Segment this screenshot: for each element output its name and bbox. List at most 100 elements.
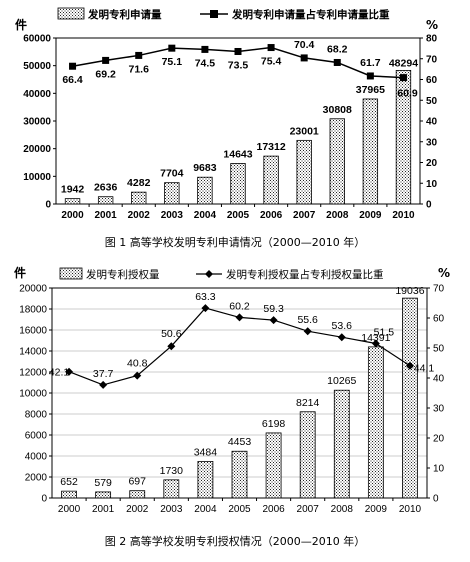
y-right-tick-label: 10 xyxy=(433,464,445,475)
line-value-label: 61.7 xyxy=(360,57,381,69)
chart-application: 发明专利申请量 发明专利申请量占专利申请量比重 件 % 010000200003… xyxy=(15,7,438,249)
x-tick-label: 2000 xyxy=(58,504,81,515)
right-axis-unit: % xyxy=(426,18,438,32)
bar-value-label: 1730 xyxy=(160,465,184,477)
bar xyxy=(95,491,112,499)
bar xyxy=(367,346,384,499)
left-axis-unit: 件 xyxy=(14,265,26,280)
bar xyxy=(265,432,282,499)
y-left-tick-label: 40000 xyxy=(23,89,51,100)
x-tick-label: 2004 xyxy=(194,504,217,515)
legend: 发明专利申请量 发明专利申请量占专利申请量比重 xyxy=(57,7,390,21)
line-value-label: 74.5 xyxy=(195,57,216,69)
bar xyxy=(129,490,146,499)
line-point xyxy=(267,44,275,52)
x-tick-label: 2002 xyxy=(128,210,151,221)
bar xyxy=(97,196,114,205)
line-value-label: 50.6 xyxy=(161,328,182,340)
line-point xyxy=(366,72,374,80)
y-right-tick-label: 70 xyxy=(433,284,445,295)
bar xyxy=(131,191,147,205)
line-point xyxy=(102,56,110,64)
bar-value-label: 579 xyxy=(94,477,112,489)
line-point xyxy=(133,371,142,380)
legend-line-marker xyxy=(210,10,218,18)
bar-value-label: 8214 xyxy=(296,397,320,409)
line-point xyxy=(235,313,244,322)
line-point xyxy=(234,47,242,55)
bar xyxy=(64,198,81,205)
bar-value-label: 4453 xyxy=(228,436,252,448)
bar-value-label: 7704 xyxy=(160,168,184,180)
line-point xyxy=(135,51,143,59)
line-value-label: 51.5 xyxy=(374,327,395,339)
bar-value-label: 652 xyxy=(60,476,78,488)
x-tick-label: 2001 xyxy=(95,210,118,221)
bar xyxy=(395,69,412,205)
line-value-label: 60.9 xyxy=(397,88,418,100)
bar-value-label: 1942 xyxy=(61,184,85,196)
legend-bar-swatch xyxy=(59,267,83,280)
y-right-tick-label: 80 xyxy=(426,34,438,45)
bar xyxy=(329,118,345,205)
line-value-label: 37.7 xyxy=(93,368,114,380)
bar-value-label: 14391 xyxy=(361,332,390,344)
x-tick-label: 2003 xyxy=(160,504,183,515)
line-value-label: 75.1 xyxy=(162,56,183,68)
bar xyxy=(299,411,316,499)
bar-value-label: 6198 xyxy=(262,418,286,430)
y-right-tick-label: 50 xyxy=(426,96,438,107)
x-tick-label: 2002 xyxy=(126,504,149,515)
x-tick-label: 2009 xyxy=(365,504,388,515)
line-value-label: 63.3 xyxy=(195,291,216,303)
line-value-label: 55.6 xyxy=(297,314,318,326)
y-right-tick-label: 10 xyxy=(426,179,438,190)
x-tick-label: 2010 xyxy=(392,210,415,221)
y-left-tick-label: 18000 xyxy=(19,305,47,316)
line-value-label: 71.6 xyxy=(129,63,150,75)
y-right-tick-label: 0 xyxy=(426,200,432,211)
x-tick-label: 2004 xyxy=(194,210,217,221)
bar-value-label: 10265 xyxy=(327,375,356,387)
bar-value-label: 2636 xyxy=(94,182,118,194)
bar xyxy=(164,182,180,205)
y-left-tick-label: 10000 xyxy=(19,389,47,400)
y-left-tick-label: 8000 xyxy=(25,410,48,421)
y-left-tick-label: 50000 xyxy=(23,61,51,72)
y-left-tick-label: 60000 xyxy=(23,34,51,45)
left-axis-unit: 件 xyxy=(15,17,27,32)
line-point xyxy=(337,333,346,342)
plot-area: 0 2000 4000 6000 8000 10000 12000 14000 16000 180… xyxy=(19,284,444,516)
line-value-label: 60.2 xyxy=(229,300,250,312)
y-left-tick-label: 2000 xyxy=(25,473,48,484)
line-point xyxy=(303,327,312,336)
right-axis-unit: % xyxy=(438,266,450,280)
y-right-tick-label: 40 xyxy=(433,374,445,385)
y-right-tick-label: 30 xyxy=(433,404,445,415)
bar-value-label: 9683 xyxy=(193,162,217,174)
y-left-tick-label: 0 xyxy=(41,494,47,505)
y-right-tick-label: 20 xyxy=(433,434,445,445)
bar-value-label: 19036 xyxy=(395,285,424,297)
line-point xyxy=(99,380,108,389)
x-tick-label: 2007 xyxy=(297,504,320,515)
x-tick-label: 2010 xyxy=(399,504,422,515)
bar xyxy=(61,490,77,499)
line-point xyxy=(333,58,341,66)
x-tick-label: 2001 xyxy=(92,504,115,515)
x-tick-label: 2006 xyxy=(260,210,283,221)
bar-value-label: 697 xyxy=(128,476,146,488)
y-left-tick-label: 16000 xyxy=(19,326,47,337)
y-right-tick-label: 50 xyxy=(433,344,445,355)
bar xyxy=(197,176,213,205)
line-value-label: 73.5 xyxy=(228,59,249,71)
line-value-label: 53.6 xyxy=(332,320,353,332)
x-tick-label: 2008 xyxy=(331,504,354,515)
bar-value-label: 4282 xyxy=(127,177,151,189)
line-point xyxy=(405,361,414,370)
line-value-label: 40.8 xyxy=(127,358,148,370)
line-point xyxy=(269,316,278,325)
bar xyxy=(333,389,350,499)
bar-value-label: 30808 xyxy=(323,104,352,116)
line-point xyxy=(201,45,209,53)
